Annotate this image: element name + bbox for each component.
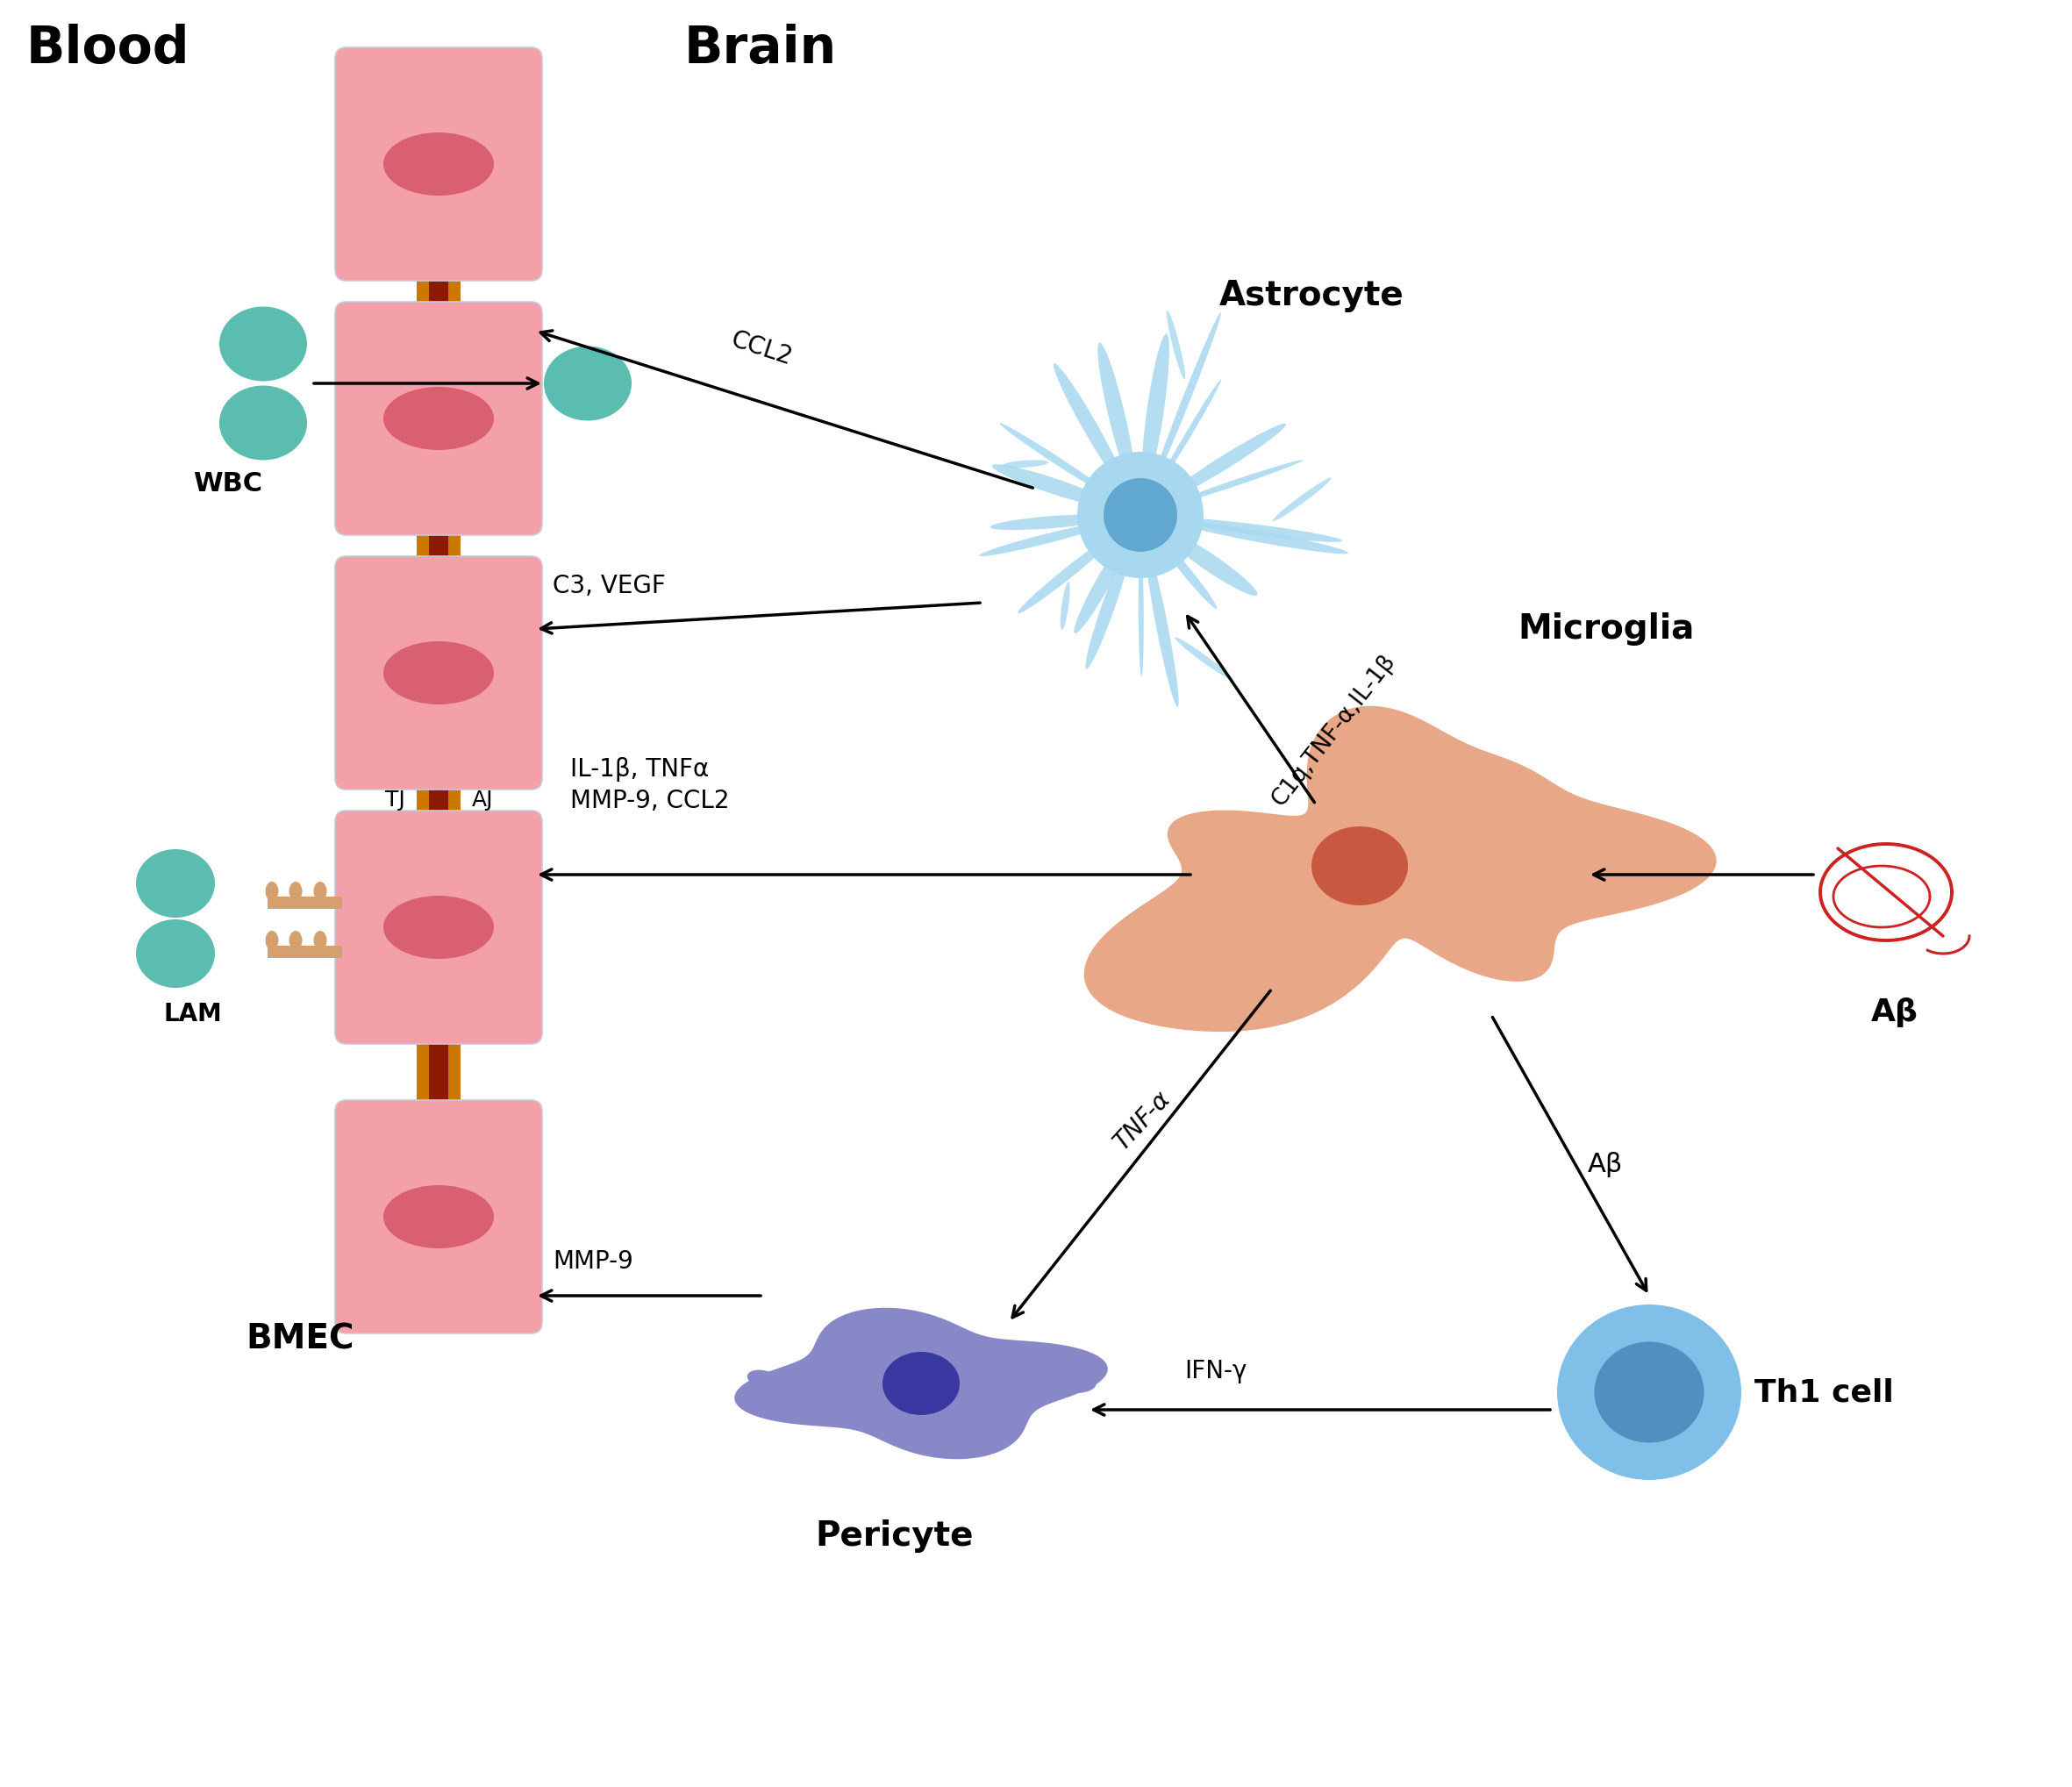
- Text: Astrocyte: Astrocyte: [1218, 279, 1405, 313]
- Bar: [429, 270, 448, 313]
- Text: Pericyte: Pericyte: [816, 1519, 974, 1553]
- Bar: [429, 1033, 448, 1112]
- Ellipse shape: [383, 642, 493, 704]
- Ellipse shape: [1167, 311, 1185, 379]
- Ellipse shape: [1152, 313, 1220, 484]
- Ellipse shape: [1312, 826, 1409, 906]
- Ellipse shape: [883, 1353, 959, 1415]
- Ellipse shape: [1162, 529, 1258, 595]
- Text: CCL2: CCL2: [727, 327, 796, 370]
- Ellipse shape: [1073, 538, 1127, 634]
- Ellipse shape: [1053, 363, 1125, 490]
- Ellipse shape: [265, 931, 278, 951]
- Bar: [416, 777, 460, 822]
- Ellipse shape: [1272, 477, 1330, 522]
- Ellipse shape: [748, 1371, 785, 1392]
- Ellipse shape: [1057, 1358, 1094, 1381]
- Ellipse shape: [290, 931, 303, 951]
- Circle shape: [1104, 479, 1177, 552]
- Ellipse shape: [1061, 583, 1069, 629]
- Bar: [429, 524, 448, 568]
- Ellipse shape: [1017, 533, 1119, 613]
- Ellipse shape: [313, 881, 327, 901]
- Ellipse shape: [1173, 520, 1349, 554]
- Ellipse shape: [220, 307, 307, 381]
- Bar: [267, 945, 342, 958]
- Ellipse shape: [383, 132, 493, 195]
- Ellipse shape: [1169, 459, 1303, 506]
- Ellipse shape: [1003, 459, 1048, 468]
- Bar: [416, 524, 460, 568]
- Ellipse shape: [1173, 518, 1343, 541]
- Text: C3, VEGF: C3, VEGF: [553, 574, 665, 599]
- Text: MMP-9: MMP-9: [553, 1249, 634, 1274]
- Text: C1q,TNF-α,IL-1β: C1q,TNF-α,IL-1β: [1268, 649, 1401, 810]
- Text: Aβ: Aβ: [1587, 1151, 1622, 1178]
- Ellipse shape: [980, 522, 1113, 556]
- Text: IL-1β, TNFα
MMP-9, CCL2: IL-1β, TNFα MMP-9, CCL2: [570, 758, 729, 813]
- Ellipse shape: [383, 386, 493, 450]
- Text: WBC: WBC: [193, 472, 263, 497]
- Ellipse shape: [1167, 424, 1287, 500]
- FancyBboxPatch shape: [336, 302, 543, 534]
- Ellipse shape: [992, 465, 1113, 508]
- Ellipse shape: [990, 515, 1113, 531]
- Text: Th1 cell: Th1 cell: [1755, 1378, 1894, 1406]
- Ellipse shape: [1593, 1342, 1703, 1442]
- Text: IFN-γ: IFN-γ: [1185, 1358, 1247, 1383]
- Polygon shape: [1084, 706, 1716, 1031]
- Text: BMEC: BMEC: [247, 1322, 354, 1356]
- FancyBboxPatch shape: [336, 556, 543, 790]
- Ellipse shape: [1142, 334, 1169, 484]
- FancyBboxPatch shape: [336, 1101, 543, 1333]
- FancyBboxPatch shape: [336, 48, 543, 281]
- Text: Microglia: Microglia: [1517, 613, 1695, 645]
- Ellipse shape: [1057, 1374, 1096, 1394]
- Ellipse shape: [313, 931, 327, 951]
- FancyBboxPatch shape: [336, 811, 543, 1044]
- Ellipse shape: [1154, 379, 1220, 490]
- Text: Brain: Brain: [684, 23, 837, 73]
- Ellipse shape: [1175, 638, 1233, 679]
- Polygon shape: [733, 1308, 1109, 1460]
- Ellipse shape: [1146, 547, 1179, 708]
- Ellipse shape: [1156, 534, 1216, 609]
- Ellipse shape: [748, 1376, 785, 1397]
- Circle shape: [1077, 452, 1204, 579]
- Text: Blood: Blood: [27, 23, 191, 73]
- Ellipse shape: [137, 919, 215, 988]
- Ellipse shape: [383, 1185, 493, 1249]
- Bar: [267, 897, 342, 910]
- Ellipse shape: [265, 881, 278, 901]
- Ellipse shape: [137, 849, 215, 919]
- Text: TNF-α: TNF-α: [1111, 1086, 1175, 1154]
- Text: Aβ: Aβ: [1871, 997, 1919, 1028]
- Ellipse shape: [220, 386, 307, 459]
- Bar: [429, 777, 448, 822]
- Ellipse shape: [1086, 543, 1131, 668]
- Ellipse shape: [543, 347, 632, 420]
- Text: AJ: AJ: [472, 790, 493, 811]
- Bar: [416, 1033, 460, 1112]
- Ellipse shape: [1556, 1305, 1740, 1480]
- Text: TJ: TJ: [385, 790, 406, 811]
- Ellipse shape: [1098, 343, 1135, 486]
- Bar: [416, 270, 460, 313]
- Ellipse shape: [383, 895, 493, 960]
- Ellipse shape: [290, 881, 303, 901]
- Text: LAM: LAM: [164, 1003, 222, 1026]
- Ellipse shape: [1138, 545, 1144, 677]
- Ellipse shape: [999, 424, 1115, 499]
